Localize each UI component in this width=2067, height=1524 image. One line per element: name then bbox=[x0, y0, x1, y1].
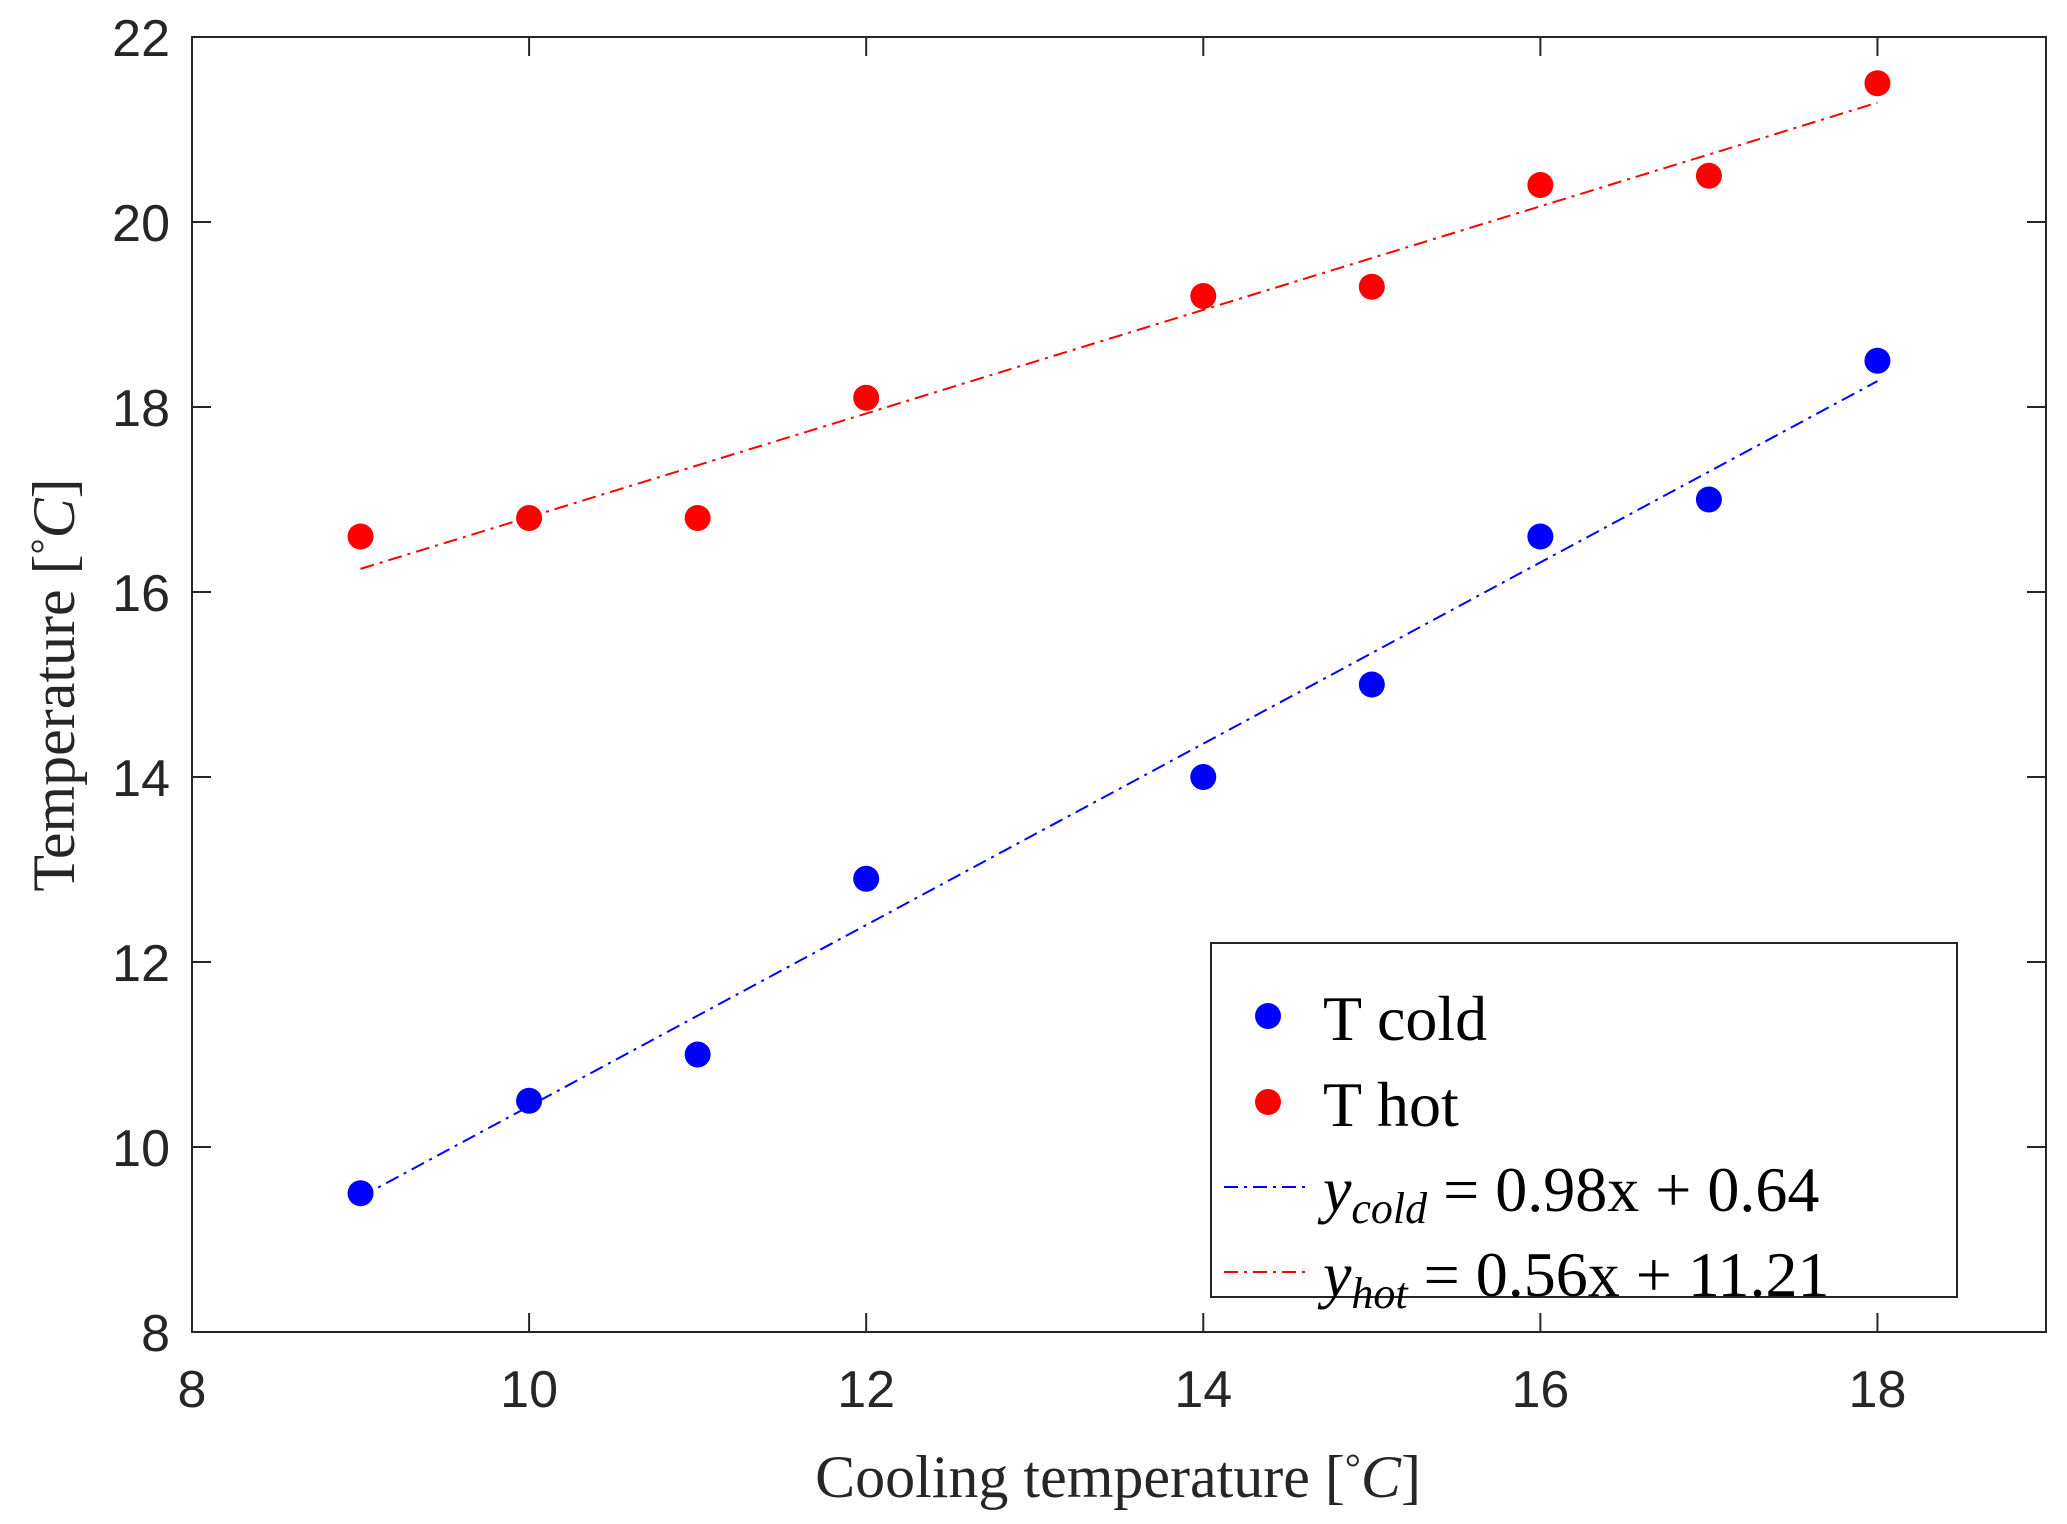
data-point-t-cold bbox=[1190, 764, 1217, 790]
y-tick-label: 12 bbox=[112, 935, 170, 993]
legend-marker-t-hot bbox=[1255, 1089, 1281, 1115]
legend-fit-cold-subscript: cold bbox=[1351, 1184, 1428, 1233]
plot-area bbox=[347, 70, 1891, 1207]
data-point-t-cold bbox=[1695, 486, 1722, 513]
legend-box bbox=[1210, 942, 1958, 1298]
data-point-t-hot bbox=[347, 523, 374, 550]
data-point-t-cold bbox=[1864, 347, 1891, 374]
x-tick-label: 10 bbox=[500, 1361, 558, 1419]
x-tick-label: 12 bbox=[837, 1361, 895, 1419]
y-axis-title: Temperature [°C] bbox=[21, 478, 87, 891]
data-point-t-hot bbox=[1190, 283, 1217, 309]
y-tick-label: 10 bbox=[112, 1120, 170, 1178]
y-tick-label: 22 bbox=[112, 10, 170, 68]
fit-line-hot bbox=[360, 101, 1878, 570]
data-point-t-cold bbox=[684, 1041, 711, 1068]
data-point-t-hot bbox=[853, 384, 880, 411]
data-point-t-cold bbox=[516, 1087, 543, 1114]
y-axis-title-unit: C bbox=[21, 497, 87, 538]
legend-label-fit-cold: ycold = 0.98x + 0.64 bbox=[1317, 1154, 1819, 1233]
legend-fit-hot-subscript: hot bbox=[1351, 1269, 1409, 1318]
data-point-t-cold bbox=[853, 865, 880, 892]
x-axis-title: Cooling temperature [°C] bbox=[815, 1444, 1421, 1510]
data-point-t-hot bbox=[1527, 172, 1554, 198]
y-axis-title-text: Temperature [ bbox=[21, 554, 87, 891]
y-tick-label: 14 bbox=[112, 750, 170, 808]
data-point-t-cold bbox=[1527, 523, 1554, 550]
fit-line-cold bbox=[360, 380, 1878, 1198]
legend-label-t-hot: T hot bbox=[1323, 1069, 1459, 1140]
data-point-t-hot bbox=[684, 505, 711, 531]
legend-fit-cold-y: y bbox=[1317, 1154, 1352, 1225]
axes-frame bbox=[191, 36, 2047, 1333]
legend: T cold T hot ycold = 0.98x + 0.64 yhot =… bbox=[1210, 942, 1958, 1318]
x-axis-title-text: Cooling temperature [ bbox=[815, 1444, 1345, 1510]
legend-fit-hot-y: y bbox=[1317, 1239, 1352, 1310]
x-axis-title-degree: ° bbox=[1345, 1445, 1361, 1490]
data-point-t-hot bbox=[1695, 162, 1722, 189]
x-tick-label: 8 bbox=[178, 1361, 207, 1419]
x-axis-title-unit: C bbox=[1361, 1444, 1402, 1510]
legend-entry-t-hot: T hot bbox=[1255, 1069, 1459, 1140]
legend-entry-fit-hot: yhot = 0.56x + 11.21 bbox=[1224, 1239, 1829, 1318]
y-axis-title-degree: ° bbox=[22, 538, 67, 554]
y-tick-label: 18 bbox=[112, 380, 170, 438]
y-tick-label: 8 bbox=[141, 1305, 170, 1363]
data-point-t-hot bbox=[516, 505, 543, 531]
y-tick-label: 20 bbox=[112, 195, 170, 253]
legend-marker-t-cold bbox=[1255, 1003, 1281, 1029]
x-tick-label: 14 bbox=[1174, 1361, 1232, 1419]
y-axis-title-close: ] bbox=[21, 478, 87, 498]
data-point-t-hot bbox=[1864, 70, 1891, 97]
x-axis-title-close: ] bbox=[1401, 1444, 1421, 1510]
data-point-t-cold bbox=[347, 1180, 374, 1207]
legend-fit-hot-equation: = 0.56x + 11.21 bbox=[1408, 1239, 1830, 1310]
legend-entry-fit-cold: ycold = 0.98x + 0.64 bbox=[1224, 1154, 1819, 1233]
axes: 8 10 12 14 16 18 8 10 12 14 16 18 20 22 bbox=[112, 10, 2047, 1419]
legend-label-fit-hot: yhot = 0.56x + 11.21 bbox=[1317, 1239, 1829, 1318]
x-tick-label: 16 bbox=[1511, 1361, 1569, 1419]
legend-label-t-cold: T cold bbox=[1323, 983, 1487, 1054]
data-point-t-hot bbox=[1358, 273, 1385, 300]
y-tick-label: 16 bbox=[112, 565, 170, 623]
data-point-t-cold bbox=[1358, 671, 1385, 698]
x-tick-label: 18 bbox=[1849, 1361, 1907, 1419]
legend-entry-t-cold: T cold bbox=[1255, 983, 1487, 1054]
legend-fit-cold-equation: = 0.98x + 0.64 bbox=[1427, 1154, 1819, 1225]
